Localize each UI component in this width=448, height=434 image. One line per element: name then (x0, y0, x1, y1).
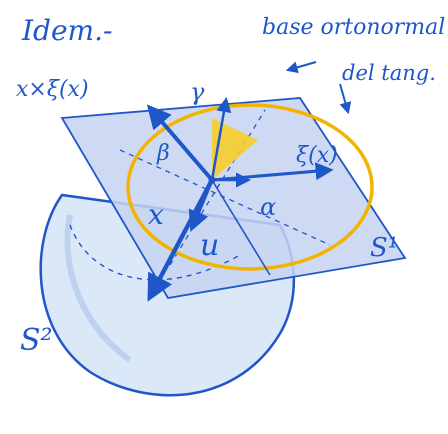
vector-u (147, 178, 214, 302)
arrow-icon-frame-down (339, 83, 352, 115)
great-circle (69, 224, 241, 281)
label-xi: ξ(x) (296, 143, 338, 168)
label-beta: β (156, 141, 170, 166)
vector-cross (146, 104, 214, 182)
plane-to-circle (211, 179, 271, 276)
sphere-shading (64, 214, 132, 363)
label-alpha: α (260, 193, 276, 221)
angle-sector (212, 118, 258, 180)
circle-s1 (126, 103, 374, 271)
label-s1: S¹ (370, 233, 398, 263)
arrow-icon-frame-note (285, 61, 317, 74)
label-s2: S² (20, 323, 53, 358)
label-x: x (148, 198, 164, 231)
label-cross-product: x×ξ(x) (16, 77, 89, 102)
base-point (208, 176, 216, 184)
vector-xi (211, 162, 334, 182)
vector-x (188, 179, 214, 232)
frame-note-line2: del tang. (342, 61, 436, 85)
label-u: u (200, 228, 219, 263)
label-gamma: γ (190, 78, 205, 106)
title-label: Idem.- (21, 14, 112, 47)
vector-gamma (210, 97, 232, 181)
plane-axis-dashed-1 (119, 149, 331, 246)
frame-note-line1: base ortonormal (262, 15, 445, 40)
